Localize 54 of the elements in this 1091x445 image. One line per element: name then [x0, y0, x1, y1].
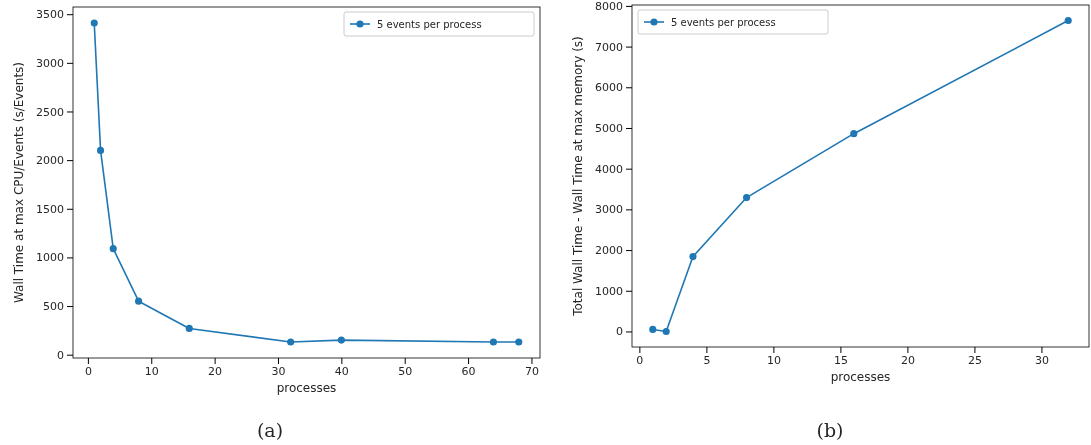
x-axis-title: processes	[830, 370, 891, 384]
x-tick-label: 50	[398, 364, 413, 378]
y-tick-label: 4000	[595, 162, 623, 176]
point	[97, 146, 105, 154]
y-tick-label: 8000	[595, 0, 623, 13]
x-axis-title: processes	[276, 381, 337, 395]
point	[662, 327, 670, 336]
y-tick-label: 3000	[36, 56, 64, 70]
y-tick-label: 6000	[595, 81, 623, 95]
point	[185, 324, 193, 332]
y-tick-label: 3500	[36, 8, 64, 22]
point	[743, 194, 751, 202]
x-tick-label: 30	[271, 364, 286, 378]
y-axis-title: Total Wall Time - Wall Time at max memory (s)	[571, 36, 585, 317]
x-tick-label: 40	[334, 364, 349, 378]
point	[90, 19, 98, 27]
y-tick-label: 5000	[595, 122, 623, 135]
x-tick-label: 10	[766, 353, 781, 367]
x-tick-label: 0	[636, 353, 644, 367]
x-tick-label: 20	[208, 364, 223, 378]
point	[1064, 16, 1072, 25]
point	[135, 297, 143, 305]
x-tick-label: 30	[1034, 353, 1049, 367]
point	[515, 338, 523, 346]
x-tick-label: 0	[84, 364, 92, 378]
y-tick-label: 1000	[595, 284, 623, 298]
y-tick-label: 1500	[36, 202, 64, 216]
point	[489, 338, 497, 346]
legend-label: 5 events per process	[377, 19, 482, 30]
x-tick-label: 70	[524, 364, 539, 378]
x-tick-label: 10	[144, 364, 159, 378]
x-tick-label: 60	[461, 364, 476, 378]
x-tick-label: 5	[703, 353, 711, 367]
y-tick-label: 2500	[36, 105, 64, 119]
y-axis-title: Wall Time at max CPU/Events (s/Events)	[12, 61, 26, 304]
y-tick-label: 2000	[36, 154, 64, 168]
point	[109, 245, 117, 253]
y-tick-label: 1000	[36, 251, 64, 265]
y-tick-label: 0	[616, 325, 623, 339]
point	[337, 336, 345, 344]
y-tick-label: 500	[43, 300, 64, 314]
point	[850, 130, 858, 138]
point	[287, 338, 295, 346]
legend-label: 5 events per process	[671, 17, 776, 28]
point	[649, 325, 657, 333]
y-tick-label: 7000	[595, 40, 623, 54]
x-tick-label: 25	[967, 353, 982, 367]
point	[689, 253, 697, 261]
x-tick-label: 20	[900, 353, 915, 367]
text: (b)	[816, 419, 844, 441]
x-tick-label: 15	[833, 353, 848, 367]
y-tick-label: 2000	[595, 244, 623, 258]
text: (a)	[256, 419, 284, 441]
y-tick-label: 3000	[595, 203, 623, 217]
